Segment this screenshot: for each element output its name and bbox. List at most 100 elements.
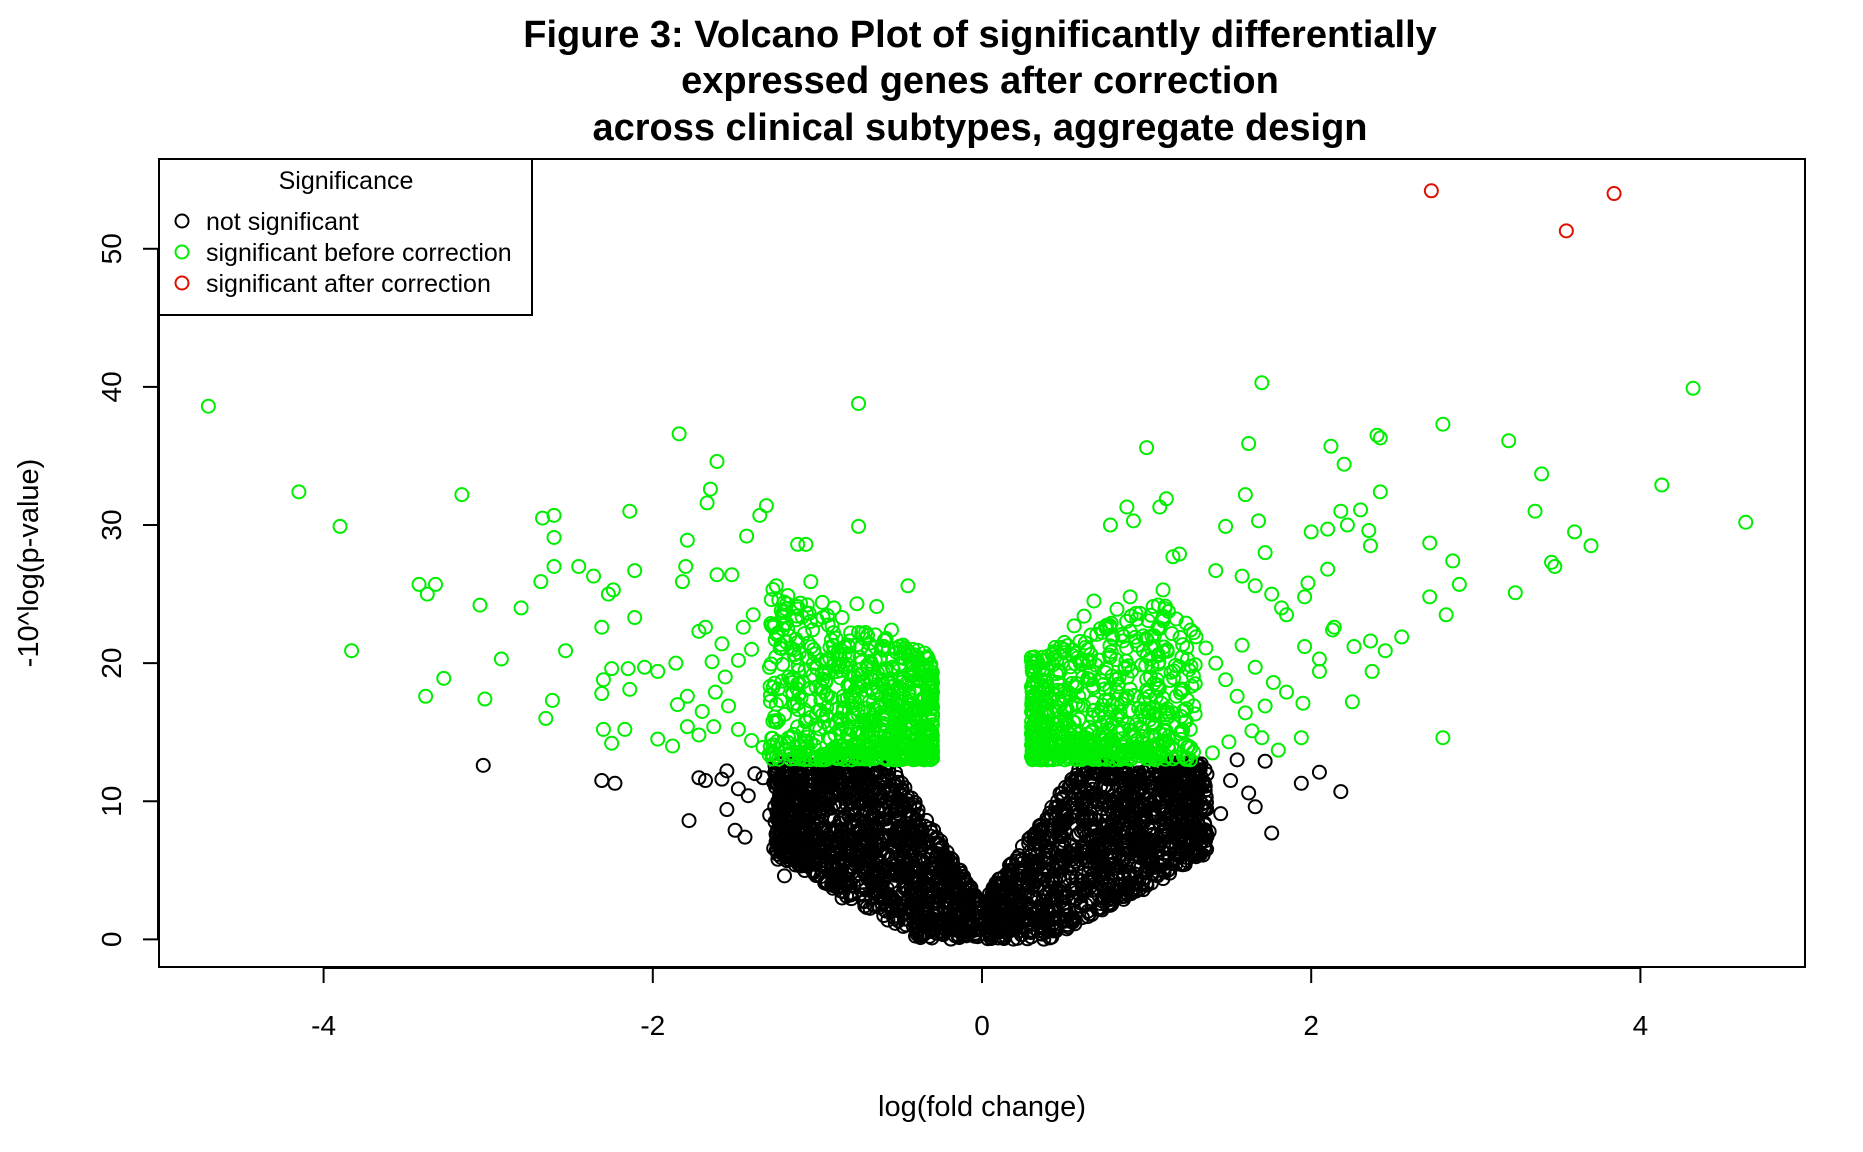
point-significant-before-correction (1422, 535, 1438, 551)
point-significant-before-correction (790, 719, 806, 735)
point-significant-before-correction (1208, 655, 1224, 671)
point-significant-before-correction (803, 735, 819, 751)
point-significant-before-correction (1295, 695, 1311, 711)
point-significant-before-correction (1237, 705, 1253, 721)
point-not-significant (777, 811, 793, 827)
y-tick-label: 0 (96, 932, 127, 948)
point-significant-before-correction (1293, 730, 1309, 746)
point-not-significant (1293, 775, 1309, 791)
point-significant-before-correction (876, 638, 892, 654)
point-significant-before-correction (1353, 502, 1369, 518)
point-significant-before-correction (900, 714, 916, 730)
point-significant-before-correction (617, 721, 633, 737)
point-significant-before-correction (538, 710, 554, 726)
point-not-significant (850, 784, 866, 800)
point-significant-before-correction (1082, 672, 1098, 688)
point-not-significant (894, 783, 910, 799)
point-significant-before-correction (1264, 586, 1280, 602)
point-significant-before-correction (1075, 697, 1091, 713)
point-significant-before-correction (428, 576, 444, 592)
point-significant-before-correction (1085, 694, 1101, 710)
point-significant-before-correction (1241, 436, 1257, 452)
point-not-significant (1189, 764, 1205, 780)
point-significant-before-correction (781, 730, 797, 746)
legend-box (158, 158, 533, 316)
point-significant-before-correction (1311, 651, 1327, 667)
legend-marker (174, 213, 190, 229)
point-significant-before-correction (1257, 698, 1273, 714)
point-not-significant (1029, 882, 1045, 898)
point-not-significant (826, 765, 842, 781)
point-not-significant (697, 773, 713, 789)
point-significant-before-correction (1122, 589, 1138, 605)
point-significant-before-correction (1087, 737, 1103, 753)
point-significant-before-correction (775, 656, 791, 672)
point-significant-before-correction (835, 688, 851, 704)
point-significant-before-correction (1362, 538, 1378, 554)
y-tick-label: 50 (96, 233, 127, 264)
point-significant-before-correction (1583, 538, 1599, 554)
point-significant-before-correction (1178, 615, 1194, 631)
point-significant-after-correction (1423, 183, 1439, 199)
point-not-significant (1135, 882, 1151, 898)
point-not-significant (801, 818, 817, 834)
point-significant-before-correction (1362, 633, 1378, 649)
point-significant-before-correction (1279, 607, 1295, 623)
point-significant-before-correction (604, 735, 620, 751)
point-significant-before-correction (895, 637, 911, 653)
point-not-significant (1041, 903, 1057, 919)
point-significant-before-correction (1172, 546, 1188, 562)
point-significant-before-correction (765, 619, 781, 635)
point-significant-before-correction (1102, 517, 1118, 533)
point-significant-before-correction (826, 600, 842, 616)
point-significant-before-correction (744, 641, 760, 657)
point-significant-before-correction (1102, 638, 1118, 654)
point-significant-before-correction (1179, 750, 1195, 766)
point-not-significant (924, 856, 940, 872)
point-not-significant (802, 778, 818, 794)
point-significant-before-correction (860, 642, 876, 658)
point-not-significant (892, 834, 908, 850)
point-significant-before-correction (921, 745, 937, 761)
point-not-significant (1154, 825, 1170, 841)
point-significant-before-correction (533, 574, 549, 590)
point-not-significant (1002, 866, 1018, 882)
point-significant-before-correction (1139, 702, 1155, 718)
point-significant-before-correction (1115, 721, 1131, 737)
point-not-significant (1213, 806, 1229, 822)
point-not-significant (1027, 828, 1043, 844)
point-significant-before-correction (1127, 629, 1143, 645)
point-significant-before-correction (745, 607, 761, 623)
point-significant-before-correction (436, 670, 452, 686)
point-significant-before-correction (916, 727, 932, 743)
point-significant-before-correction (1685, 380, 1701, 396)
point-significant-before-correction (905, 641, 921, 657)
point-significant-before-correction (831, 721, 847, 737)
point-significant-before-correction (1110, 707, 1126, 723)
point-significant-before-correction (709, 453, 725, 469)
point-not-significant (965, 894, 981, 910)
point-not-significant (1197, 778, 1213, 794)
point-significant-before-correction (1162, 707, 1178, 723)
point-significant-before-correction (807, 646, 823, 662)
point-not-significant (978, 919, 994, 935)
point-significant-before-correction (1131, 742, 1147, 758)
point-significant-before-correction (803, 639, 819, 655)
point-significant-before-correction (1346, 639, 1362, 655)
point-significant-before-correction (924, 727, 940, 743)
point-significant-before-correction (908, 712, 924, 728)
point-not-significant (784, 823, 800, 839)
point-significant-before-correction (1110, 676, 1126, 692)
point-not-significant (730, 781, 746, 797)
point-not-significant (1089, 794, 1105, 810)
point-significant-before-correction (1074, 651, 1090, 667)
point-significant-before-correction (1086, 593, 1102, 609)
point-not-significant (930, 890, 946, 906)
point-not-significant (1052, 868, 1068, 884)
point-significant-before-correction (1119, 688, 1135, 704)
point-significant-before-correction (1247, 578, 1263, 594)
point-not-significant (890, 819, 906, 835)
point-significant-before-correction (802, 693, 818, 709)
point-significant-before-correction (853, 750, 869, 766)
point-not-significant (929, 914, 945, 930)
